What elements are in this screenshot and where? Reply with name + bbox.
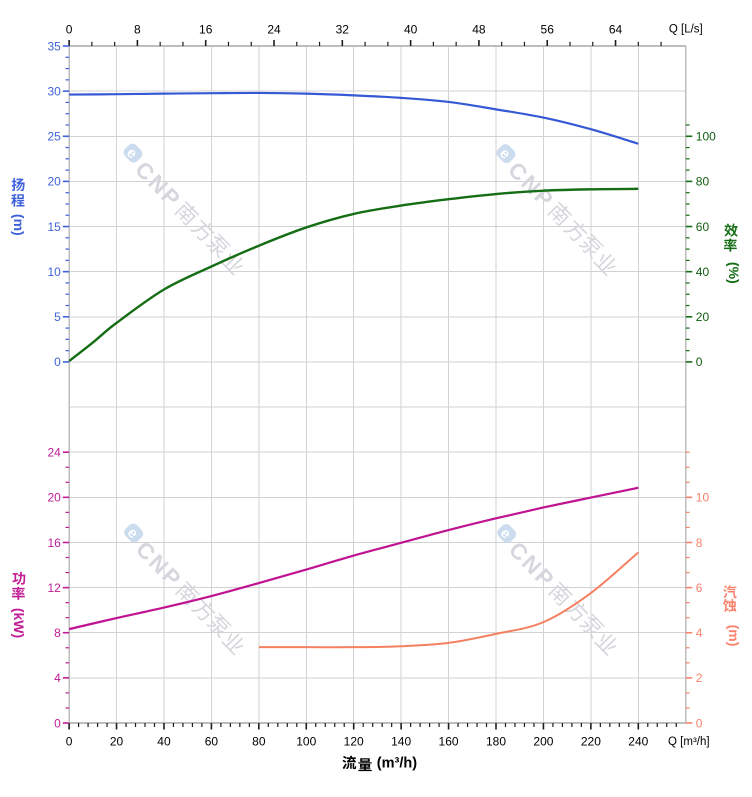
svg-text:60: 60 bbox=[205, 735, 219, 749]
svg-text:4: 4 bbox=[54, 671, 61, 685]
svg-text:80: 80 bbox=[252, 735, 266, 749]
svg-text:20: 20 bbox=[696, 310, 710, 324]
svg-text:(m): (m) bbox=[726, 625, 742, 647]
svg-text:20: 20 bbox=[110, 735, 124, 749]
svg-text:10: 10 bbox=[47, 265, 61, 279]
svg-text:8: 8 bbox=[54, 626, 61, 640]
svg-text:24: 24 bbox=[267, 23, 281, 37]
svg-text:240: 240 bbox=[628, 735, 648, 749]
svg-text:48: 48 bbox=[472, 23, 486, 37]
svg-text:180: 180 bbox=[486, 735, 506, 749]
svg-text:16: 16 bbox=[47, 536, 61, 550]
svg-text:140: 140 bbox=[391, 735, 411, 749]
svg-text:10: 10 bbox=[696, 491, 710, 505]
svg-text:8: 8 bbox=[134, 23, 141, 37]
svg-text:4: 4 bbox=[696, 626, 703, 640]
svg-text:0: 0 bbox=[696, 355, 703, 369]
svg-text:(m³/h): (m³/h) bbox=[377, 756, 417, 772]
svg-text:0: 0 bbox=[66, 23, 73, 37]
svg-text:0: 0 bbox=[696, 716, 703, 730]
svg-text:Q [m³/h]: Q [m³/h] bbox=[668, 736, 710, 748]
svg-text:25: 25 bbox=[47, 130, 61, 144]
svg-text:80: 80 bbox=[696, 175, 710, 189]
svg-text:(m): (m) bbox=[11, 214, 27, 236]
svg-text:160: 160 bbox=[439, 735, 459, 749]
svg-text:60: 60 bbox=[696, 220, 710, 234]
svg-text:20: 20 bbox=[47, 491, 61, 505]
svg-text:100: 100 bbox=[696, 130, 716, 144]
svg-text:0: 0 bbox=[66, 735, 73, 749]
svg-text:56: 56 bbox=[541, 23, 555, 37]
svg-text:220: 220 bbox=[581, 735, 601, 749]
svg-text:24: 24 bbox=[47, 446, 61, 460]
svg-text:16: 16 bbox=[199, 23, 213, 37]
svg-text:8: 8 bbox=[696, 536, 703, 550]
svg-text:Q [L/s]: Q [L/s] bbox=[669, 24, 703, 36]
svg-text:64: 64 bbox=[609, 23, 623, 37]
svg-text:6: 6 bbox=[696, 581, 703, 595]
svg-text:20: 20 bbox=[47, 175, 61, 189]
svg-text:12: 12 bbox=[47, 581, 61, 595]
svg-text:0: 0 bbox=[54, 716, 61, 730]
svg-text:(kW): (kW) bbox=[11, 608, 27, 638]
svg-text:15: 15 bbox=[47, 220, 61, 234]
svg-text:40: 40 bbox=[696, 265, 710, 279]
svg-text:120: 120 bbox=[344, 735, 364, 749]
svg-text:5: 5 bbox=[54, 310, 61, 324]
svg-text:200: 200 bbox=[533, 735, 553, 749]
svg-text:0: 0 bbox=[54, 355, 61, 369]
svg-text:2: 2 bbox=[696, 671, 703, 685]
svg-text:40: 40 bbox=[157, 735, 171, 749]
svg-text:40: 40 bbox=[404, 23, 418, 37]
svg-text:30: 30 bbox=[47, 84, 61, 98]
svg-text:100: 100 bbox=[296, 735, 316, 749]
svg-text:(%): (%) bbox=[726, 262, 742, 284]
svg-text:32: 32 bbox=[336, 23, 350, 37]
svg-text:35: 35 bbox=[47, 39, 61, 53]
